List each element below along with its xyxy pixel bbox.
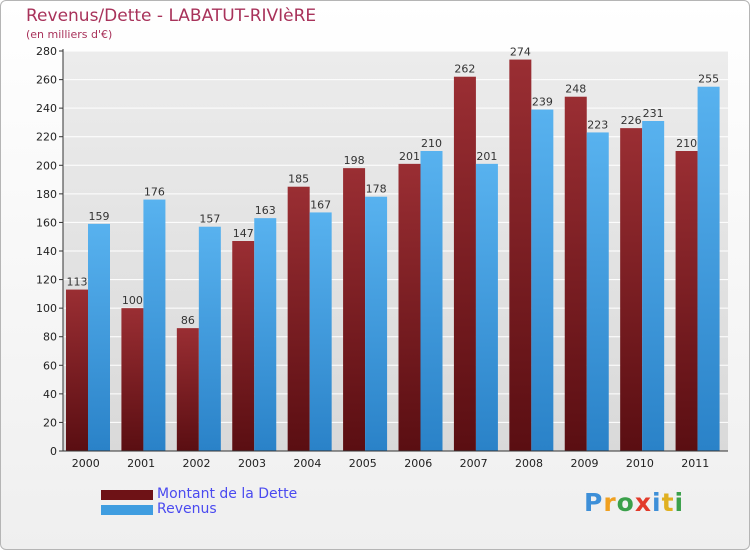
legend-swatch-dette	[101, 490, 153, 500]
data-labels: 1131591001768615714716318516719817820121…	[67, 46, 720, 328]
bar-dette	[620, 128, 643, 451]
data-label-revenus: 231	[643, 107, 664, 120]
x-tick-label: 2004	[293, 457, 321, 470]
bar-revenus	[88, 223, 110, 451]
data-label-dette: 113	[67, 276, 88, 289]
chart-subtitle: (en milliers d'€)	[26, 28, 113, 41]
data-label-revenus: 178	[366, 183, 387, 196]
legend-label-dette: Montant de la Dette	[157, 486, 298, 502]
x-tick-label: 2009	[570, 457, 598, 470]
logo-letter: P	[584, 488, 604, 517]
bar-revenus	[365, 196, 388, 451]
logo-letter: r	[603, 488, 617, 517]
bar-revenus	[309, 212, 332, 451]
bar-dette	[453, 76, 476, 451]
data-label-revenus: 223	[587, 118, 608, 131]
x-tick-label: 2002	[183, 457, 211, 470]
data-label-dette: 100	[122, 294, 143, 307]
grid-lines	[63, 50, 728, 452]
axes: 0 20 40 60 80 100 120 140 160 180 200 220 240 260 280 2…	[36, 45, 728, 470]
y-tick-label: 200	[36, 159, 57, 172]
logo-letter: x	[634, 488, 652, 517]
x-tick-label: 2010	[626, 457, 654, 470]
bar-revenus	[586, 132, 609, 451]
bar-dette	[564, 96, 587, 451]
data-label-revenus: 201	[476, 150, 497, 163]
x-tick-label: 2003	[238, 457, 266, 470]
y-tick-label: 100	[36, 302, 57, 315]
data-label-dette: 274	[510, 46, 531, 59]
logo-letter: t	[661, 488, 675, 517]
logo-letter: o	[616, 488, 635, 517]
data-label-revenus: 255	[698, 73, 719, 86]
bar-revenus	[254, 218, 277, 451]
data-label-revenus: 167	[310, 198, 331, 211]
y-tick-label: 120	[36, 274, 57, 287]
logo-letter: i	[652, 488, 662, 517]
y-tick-label: 280	[36, 45, 57, 58]
x-tick-label: 2005	[349, 457, 377, 470]
y-tick-label: 60	[43, 359, 57, 372]
y-tick-label: 140	[36, 245, 57, 258]
data-label-revenus: 239	[532, 96, 553, 109]
proxiti-logo: Proxiti	[584, 488, 684, 517]
y-tick-label: 0	[50, 445, 57, 458]
bar-dette	[232, 241, 255, 451]
y-tick-label: 160	[36, 216, 57, 229]
data-label-revenus: 157	[199, 213, 220, 226]
bar-dette	[509, 59, 532, 451]
bar-dette	[176, 328, 199, 451]
x-tick-label: 2008	[515, 457, 543, 470]
y-tick-label: 240	[36, 102, 57, 115]
bar-revenus	[642, 121, 665, 451]
bar-dette	[343, 168, 366, 451]
bar-dette	[66, 289, 88, 451]
data-label-dette: 201	[399, 150, 420, 163]
bar-dette	[675, 151, 698, 451]
data-label-dette: 185	[288, 173, 309, 186]
legend-swatch-revenus	[101, 505, 153, 515]
data-label-dette: 147	[233, 227, 254, 240]
y-tick-label: 20	[43, 416, 57, 429]
y-tick-label: 260	[36, 74, 57, 87]
data-label-revenus: 163	[255, 204, 276, 217]
x-tick-label: 2011	[681, 457, 709, 470]
bar-revenus	[143, 199, 166, 451]
data-label-dette: 248	[565, 83, 586, 96]
x-tick-label: 2001	[127, 457, 155, 470]
data-label-dette: 262	[454, 63, 475, 76]
bar-revenus	[198, 226, 221, 451]
bars	[66, 59, 720, 452]
data-label-revenus: 176	[144, 186, 165, 199]
x-tick-label: 2006	[404, 457, 432, 470]
bar-revenus	[420, 151, 443, 451]
y-tick-label: 220	[36, 131, 57, 144]
bar-revenus	[531, 109, 554, 452]
data-label-dette: 210	[676, 137, 697, 150]
bar-revenus	[475, 163, 498, 451]
bar-dette	[398, 163, 421, 451]
y-tick-label: 180	[36, 188, 57, 201]
data-label-revenus: 210	[421, 137, 442, 150]
data-label-dette: 86	[181, 314, 195, 327]
x-tick-label: 2007	[460, 457, 488, 470]
bar-revenus	[697, 86, 720, 451]
logo-letter: i	[674, 488, 685, 517]
y-tick-label: 40	[43, 388, 57, 401]
bar-dette	[287, 186, 310, 451]
data-label-dette: 226	[621, 114, 642, 127]
data-label-dette: 198	[344, 154, 365, 167]
bar-dette	[121, 308, 144, 451]
chart-title: Revenus/Dette - LABATUT-RIVIèRE	[26, 6, 317, 26]
data-label-revenus: 159	[89, 210, 110, 223]
x-tick-label: 2000	[72, 457, 100, 470]
y-tick-label: 80	[43, 331, 57, 344]
legend-label-revenus: Revenus	[157, 501, 217, 517]
